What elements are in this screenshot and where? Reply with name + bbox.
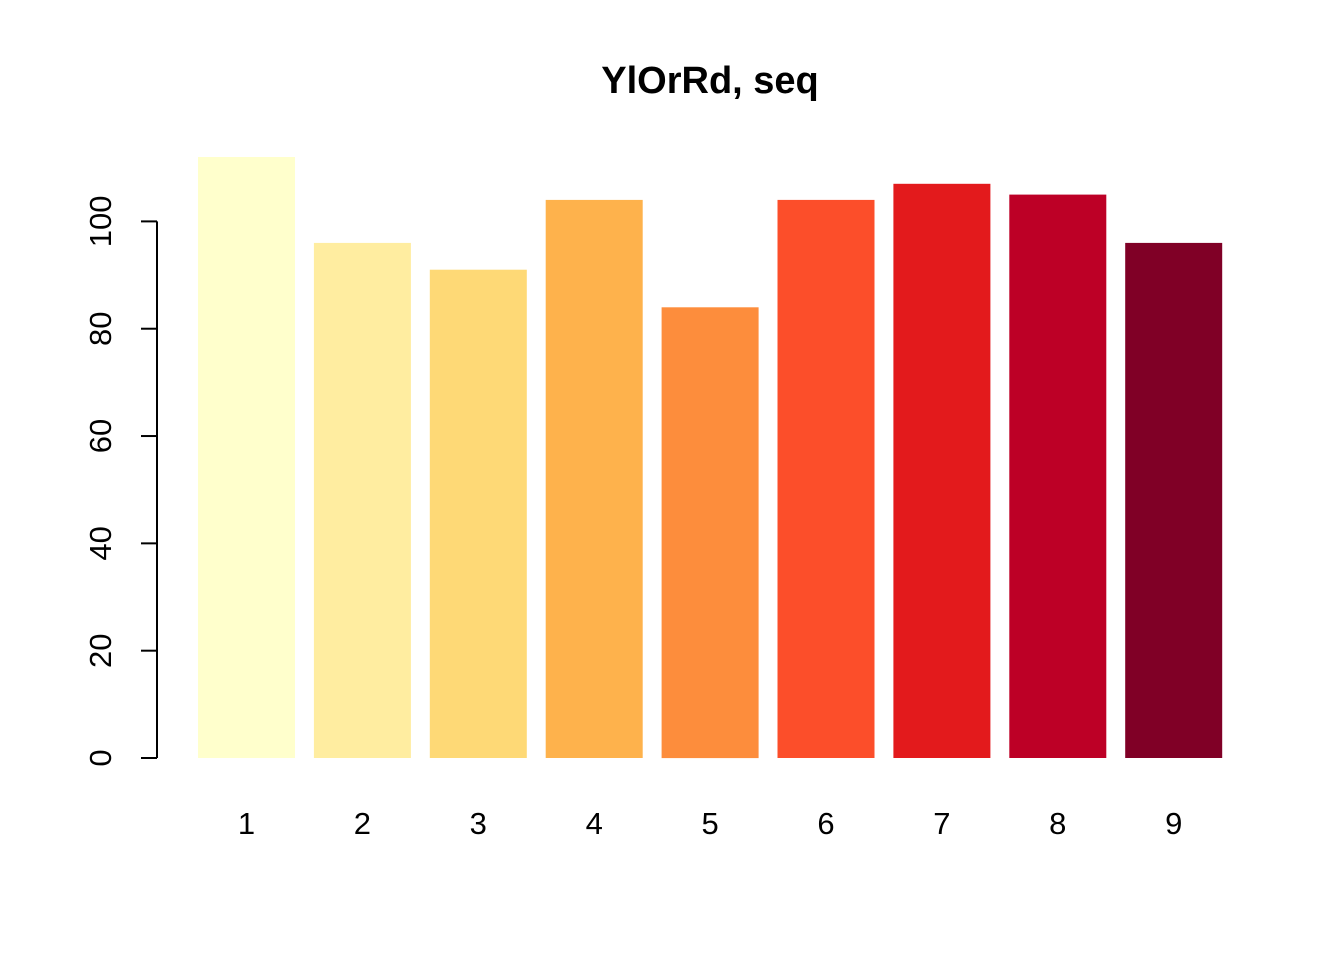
x-tick-label: 6 <box>817 806 834 841</box>
x-tick-label: 4 <box>586 806 603 841</box>
x-tick-label: 9 <box>1165 806 1182 841</box>
bar-9 <box>1125 242 1223 758</box>
bar-5 <box>661 307 759 759</box>
x-tick-label: 5 <box>701 806 718 841</box>
y-tick-label: 20 <box>83 633 118 667</box>
x-tick-label: 1 <box>238 806 255 841</box>
y-axis: 0 20 40 60 80 100 <box>83 196 158 767</box>
y-tick-label: 80 <box>83 311 118 345</box>
bar-group <box>198 157 1223 759</box>
y-tick-label: 60 <box>83 419 118 453</box>
bar-4 <box>545 199 643 758</box>
bar-1 <box>198 157 295 758</box>
x-tick-label: 3 <box>470 806 487 841</box>
bar-2 <box>313 242 411 758</box>
x-tick-label: 8 <box>1049 806 1066 841</box>
y-tick-label: 100 <box>83 196 118 248</box>
x-tick-label: 7 <box>933 806 950 841</box>
y-tick-label: 40 <box>83 526 118 560</box>
y-tick-label: 0 <box>83 749 118 766</box>
x-tick-label: 2 <box>354 806 371 841</box>
bar-6 <box>777 199 875 758</box>
x-axis-labels: 1 2 3 4 5 6 7 8 9 <box>238 806 1182 841</box>
bar-7 <box>893 183 991 759</box>
chart-title: YlOrRd, seq <box>601 60 819 102</box>
bar-8 <box>1009 194 1107 759</box>
bar-3 <box>429 269 527 758</box>
